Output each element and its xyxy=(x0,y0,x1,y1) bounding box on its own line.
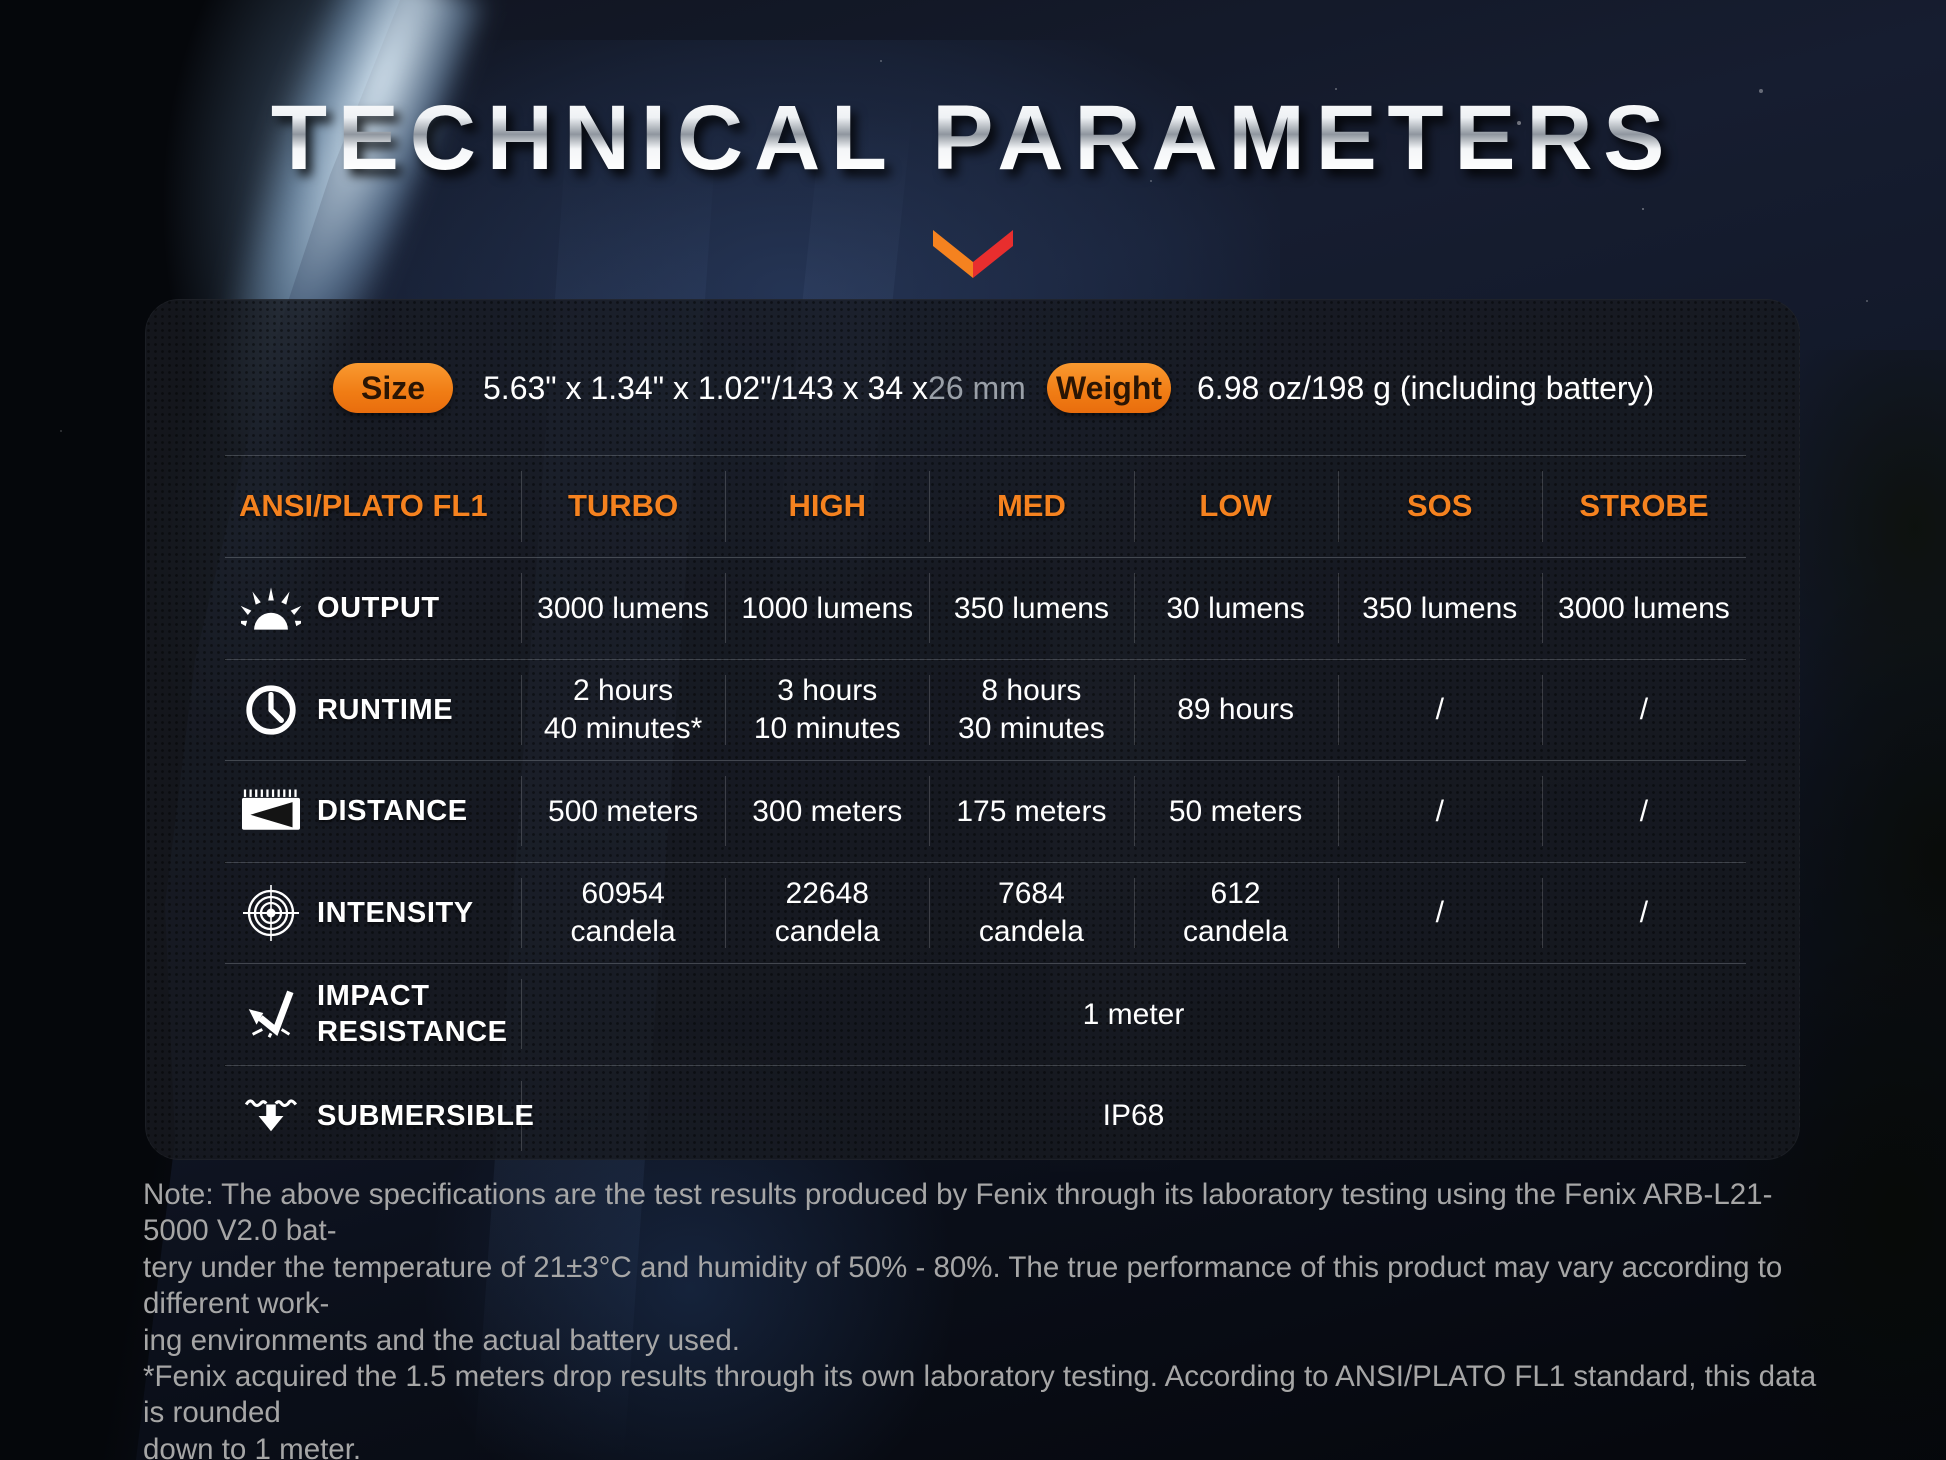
intensity-strobe: / xyxy=(1541,863,1746,964)
intensity-low: 612 candela xyxy=(1133,863,1338,964)
impact-icon xyxy=(225,988,317,1040)
clock-icon xyxy=(225,683,317,737)
distance-icon xyxy=(225,789,317,833)
output-sos: 350 lumens xyxy=(1337,558,1542,659)
page-title: TECHNICAL PARAMETERS xyxy=(0,86,1946,191)
runtime-strobe: / xyxy=(1541,660,1746,761)
footnote-line: tery under the temperature of 21±3°C and… xyxy=(143,1250,1783,1321)
target-icon xyxy=(225,884,317,941)
column-header-med: MED xyxy=(929,456,1133,557)
table-row-output: OUTPUT 3000 lumens 1000 lumens 350 lumen… xyxy=(225,557,1746,659)
footnotes: Note: The above specifications are the t… xyxy=(143,1177,1823,1460)
sun-output-icon xyxy=(225,585,317,631)
size-value: 5.63" x 1.34" x 1.02"/143 x 34 x 26 mm xyxy=(483,363,1026,413)
row-label-text: IMPACT RESISTANCE xyxy=(317,980,508,1049)
distance-sos: / xyxy=(1337,761,1542,862)
output-med: 350 lumens xyxy=(929,558,1133,659)
runtime-med: 8 hours 30 minutes xyxy=(929,660,1133,761)
runtime-high: 3 hours 10 minutes xyxy=(725,660,929,761)
submersible-value: IP68 xyxy=(521,1066,1746,1167)
runtime-sos: / xyxy=(1337,660,1542,761)
output-turbo: 3000 lumens xyxy=(521,558,725,659)
size-value-mm: 26 mm xyxy=(928,369,1026,406)
row-label-runtime: RUNTIME xyxy=(225,660,521,761)
row-label-text: SUBMERSIBLE xyxy=(317,1099,535,1132)
row-label-submersible: SUBMERSIBLE xyxy=(225,1066,534,1167)
size-badge: Size xyxy=(333,363,453,413)
distance-turbo: 500 meters xyxy=(521,761,725,862)
row-label-impact-resistance: IMPACT RESISTANCE xyxy=(225,964,521,1065)
table-row-submersible: SUBMERSIBLE IP68 xyxy=(225,1064,1746,1167)
runtime-turbo: 2 hours 40 minutes* xyxy=(521,660,725,761)
runtime-low: 89 hours xyxy=(1133,660,1338,761)
row-label-text: OUTPUT xyxy=(317,592,440,625)
intensity-med: 7684 candela xyxy=(929,863,1133,964)
column-header-strobe: STROBE xyxy=(1541,456,1746,557)
column-header-sos: SOS xyxy=(1337,456,1542,557)
distance-med: 175 meters xyxy=(929,761,1133,862)
table-row-intensity: INTENSITY 60954 candela 22648 candela 76… xyxy=(225,861,1746,964)
table-row-distance: DISTANCE 500 meters 300 meters 175 meter… xyxy=(225,760,1746,862)
footnote-line: *Fenix acquired the 1.5 meters drop resu… xyxy=(143,1360,1817,1430)
row-label-intensity: INTENSITY xyxy=(225,863,521,964)
column-header-standard: ANSI/PLATO FL1 xyxy=(239,488,488,524)
table-row-runtime: RUNTIME 2 hours 40 minutes* 3 hours 10 m… xyxy=(225,658,1746,761)
intensity-sos: / xyxy=(1337,863,1542,964)
column-header-turbo: TURBO xyxy=(521,456,725,557)
row-label-distance: DISTANCE xyxy=(225,761,521,862)
size-value-main: 5.63" x 1.34" x 1.02"/143 x 34 x xyxy=(483,369,929,406)
distance-low: 50 meters xyxy=(1133,761,1338,862)
intensity-high: 22648 candela xyxy=(725,863,929,964)
spec-table: ANSI/PLATO FL1 TURBO HIGH MED LOW SOS ST… xyxy=(225,455,1746,1166)
distance-strobe: / xyxy=(1541,761,1746,862)
table-header-row: ANSI/PLATO FL1 TURBO HIGH MED LOW SOS ST… xyxy=(225,455,1746,557)
footnote-line: Note: The above specifications are the t… xyxy=(143,1178,1773,1248)
spec-panel: Size 5.63" x 1.34" x 1.02"/143 x 34 x 26… xyxy=(145,299,1800,1160)
footnote-line: ing environments and the actual battery … xyxy=(143,1323,740,1357)
row-label-text: INTENSITY xyxy=(317,896,474,929)
output-low: 30 lumens xyxy=(1133,558,1338,659)
impact-resistance-value: 1 meter xyxy=(521,964,1746,1065)
table-row-impact-resistance: IMPACT RESISTANCE 1 meter xyxy=(225,963,1746,1065)
row-label-text: RUNTIME xyxy=(317,693,454,726)
output-high: 1000 lumens xyxy=(725,558,929,659)
row-label-text: DISTANCE xyxy=(317,795,468,828)
background-stars xyxy=(0,0,2,2)
intensity-turbo: 60954 candela xyxy=(521,863,725,964)
distance-high: 300 meters xyxy=(725,761,929,862)
column-header-low: LOW xyxy=(1133,456,1338,557)
weight-badge: Weight xyxy=(1047,363,1171,413)
submersible-icon xyxy=(225,1095,317,1137)
row-label-output: OUTPUT xyxy=(225,558,521,659)
chevron-down-icon xyxy=(931,228,1015,283)
footnote-line: down to 1 meter. xyxy=(143,1432,362,1460)
column-header-high: HIGH xyxy=(725,456,929,557)
output-strobe: 3000 lumens xyxy=(1541,558,1746,659)
weight-value: 6.98 oz/198 g (including battery) xyxy=(1197,369,1655,406)
